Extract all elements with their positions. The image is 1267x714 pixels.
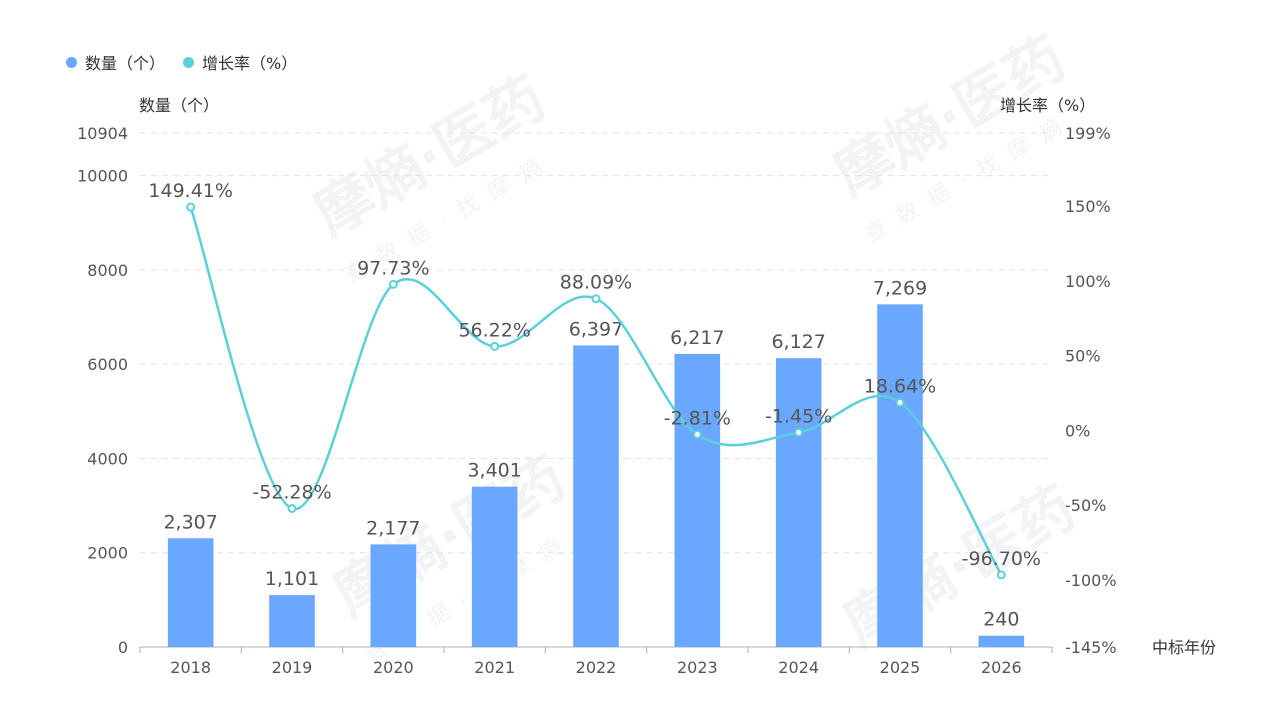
- line-data-label: -52.28%: [252, 481, 331, 503]
- bar-2021: [471, 486, 518, 647]
- y-tick-label: 10904: [77, 124, 128, 143]
- growth-point-2020: [388, 279, 398, 289]
- bar-data-label: 2,307: [163, 511, 217, 533]
- y-tick-label: 8000: [87, 261, 128, 280]
- line-data-label: 97.73%: [357, 257, 429, 279]
- growth-point-2023: [692, 430, 702, 440]
- bar-2019: [269, 595, 315, 647]
- y2-tick-label: 50%: [1065, 347, 1101, 366]
- y2-tick-label: -50%: [1065, 496, 1106, 515]
- bar-data-label: 7,269: [873, 277, 927, 299]
- line-data-label: 56.22%: [458, 319, 530, 341]
- growth-point-2019: [287, 503, 297, 513]
- line-data-label: 149.41%: [148, 180, 233, 202]
- x-axis-title: 中标年份: [1152, 638, 1217, 657]
- x-tick-label: 2021: [474, 658, 515, 677]
- bar-2025: [877, 304, 923, 647]
- y-tick-label: 10000: [77, 167, 128, 186]
- growth-point-2022: [591, 294, 601, 304]
- bar-data-label: 6,217: [670, 327, 724, 349]
- growth-point-2024: [794, 428, 804, 438]
- bar-2026: [978, 635, 1025, 647]
- legend-label-growth: 增长率（%）: [202, 54, 298, 73]
- y2-tick-label: -145%: [1065, 638, 1117, 657]
- y-tick-label: 6000: [87, 355, 128, 374]
- bar-data-label: 240: [983, 609, 1019, 631]
- y2-tick-label: 150%: [1065, 197, 1111, 216]
- legend-item-growth[interactable]: 增长率（%）: [183, 50, 297, 74]
- bar-data-label: 6,127: [771, 331, 825, 353]
- x-tick-label: 2024: [778, 658, 819, 677]
- y2-tick-label: 100%: [1065, 272, 1111, 291]
- bar-data-label: 3,401: [467, 460, 521, 482]
- bar-data-label: 2,177: [366, 517, 420, 539]
- line-data-label: 18.64%: [864, 375, 936, 397]
- growth-point-2021: [490, 341, 500, 351]
- bar-2020: [370, 544, 417, 647]
- bar-2018: [167, 538, 214, 647]
- x-tick-label: 2025: [880, 658, 921, 677]
- line-data-label: 88.09%: [560, 272, 632, 294]
- growth-point-2025: [895, 397, 905, 407]
- bar-data-label: 6,397: [569, 318, 623, 340]
- line-data-label: -2.81%: [664, 408, 731, 430]
- x-tick-label: 2020: [373, 658, 414, 677]
- legend-item-count[interactable]: 数量（个）: [66, 50, 165, 74]
- y-tick-label: 2000: [87, 544, 128, 563]
- growth-point-2018: [186, 202, 196, 212]
- legend-dot-growth: [183, 56, 195, 68]
- y2-tick-label: -100%: [1065, 571, 1117, 590]
- y-axis-title: 数量（个）: [139, 96, 220, 115]
- x-tick-label: 2022: [576, 658, 617, 677]
- y2-tick-label: 0%: [1065, 421, 1090, 440]
- bar-data-label: 1,101: [265, 568, 319, 590]
- x-tick-label: 2023: [677, 658, 718, 677]
- growth-point-2026: [996, 570, 1006, 580]
- legend-dot-count: [66, 56, 77, 68]
- legend-label-count: 数量（个）: [85, 54, 166, 73]
- y-tick-label: 0: [118, 638, 128, 657]
- chart-legend: 数量（个） 增长率（%）: [66, 50, 315, 74]
- x-tick-label: 2019: [272, 658, 313, 677]
- bar-2023: [674, 353, 721, 647]
- x-tick-label: 2018: [170, 658, 211, 677]
- bar-2022: [573, 345, 619, 647]
- line-data-label: -96.70%: [962, 548, 1041, 570]
- y2-axis-title: 增长率（%）: [1000, 96, 1096, 115]
- bar-2024: [775, 358, 822, 647]
- y2-tick-label: 199%: [1065, 124, 1111, 143]
- line-data-label: -1.45%: [765, 406, 832, 428]
- x-tick-label: 2026: [981, 658, 1022, 677]
- y-tick-label: 4000: [87, 449, 128, 468]
